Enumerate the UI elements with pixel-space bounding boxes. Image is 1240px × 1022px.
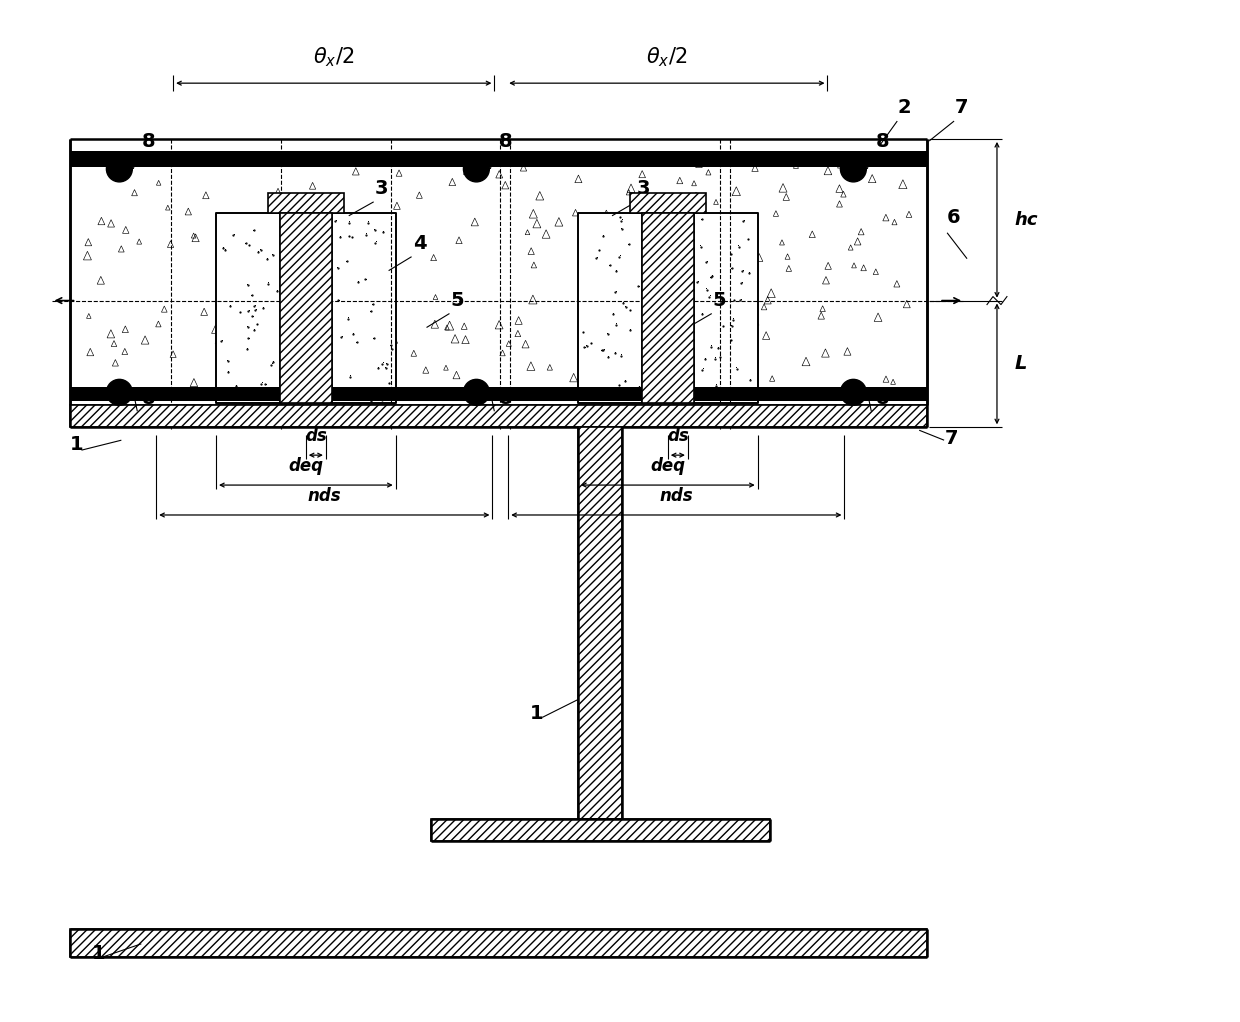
Bar — [642, 213, 694, 404]
Text: 8: 8 — [875, 389, 889, 409]
Text: 8: 8 — [141, 132, 155, 151]
Text: 8: 8 — [141, 389, 155, 409]
Bar — [69, 406, 928, 427]
Text: 7: 7 — [945, 429, 959, 449]
Text: 3: 3 — [637, 179, 651, 198]
Bar — [430, 820, 770, 841]
Bar — [694, 213, 758, 404]
Text: 8: 8 — [498, 389, 512, 409]
Circle shape — [464, 379, 490, 406]
Text: $\theta_x/2$: $\theta_x/2$ — [312, 46, 355, 69]
Text: nds: nds — [308, 487, 341, 505]
Bar — [69, 929, 928, 957]
Circle shape — [107, 156, 133, 182]
Text: 1: 1 — [92, 943, 105, 963]
Text: L: L — [1014, 355, 1027, 373]
Text: ds: ds — [667, 427, 688, 446]
Text: ds: ds — [305, 427, 326, 446]
Text: $\theta_x/2$: $\theta_x/2$ — [646, 46, 688, 69]
Text: 4: 4 — [675, 234, 688, 252]
Text: 5: 5 — [450, 290, 464, 310]
Bar — [216, 213, 280, 404]
Text: deq: deq — [650, 457, 686, 475]
Bar — [69, 151, 928, 167]
Circle shape — [107, 379, 133, 406]
Circle shape — [841, 156, 867, 182]
Bar — [630, 193, 706, 213]
Bar — [280, 213, 332, 404]
Text: 5: 5 — [713, 290, 727, 310]
Text: deq: deq — [289, 457, 324, 475]
Text: 4: 4 — [413, 234, 427, 252]
Text: 8: 8 — [498, 132, 512, 151]
Bar — [268, 193, 343, 213]
Text: 1: 1 — [531, 704, 544, 724]
Bar — [69, 139, 928, 406]
Text: 1: 1 — [69, 435, 83, 454]
Bar — [332, 213, 396, 404]
Text: 2: 2 — [898, 98, 911, 118]
Text: nds: nds — [660, 487, 693, 505]
Bar — [578, 427, 622, 820]
Circle shape — [841, 379, 867, 406]
Text: 8: 8 — [875, 132, 889, 151]
Bar — [578, 213, 642, 404]
Text: 7: 7 — [955, 98, 968, 118]
Text: hc: hc — [1014, 211, 1038, 229]
Bar — [69, 387, 928, 402]
Text: 3: 3 — [374, 179, 388, 198]
Circle shape — [464, 156, 490, 182]
Text: 6: 6 — [947, 207, 961, 227]
